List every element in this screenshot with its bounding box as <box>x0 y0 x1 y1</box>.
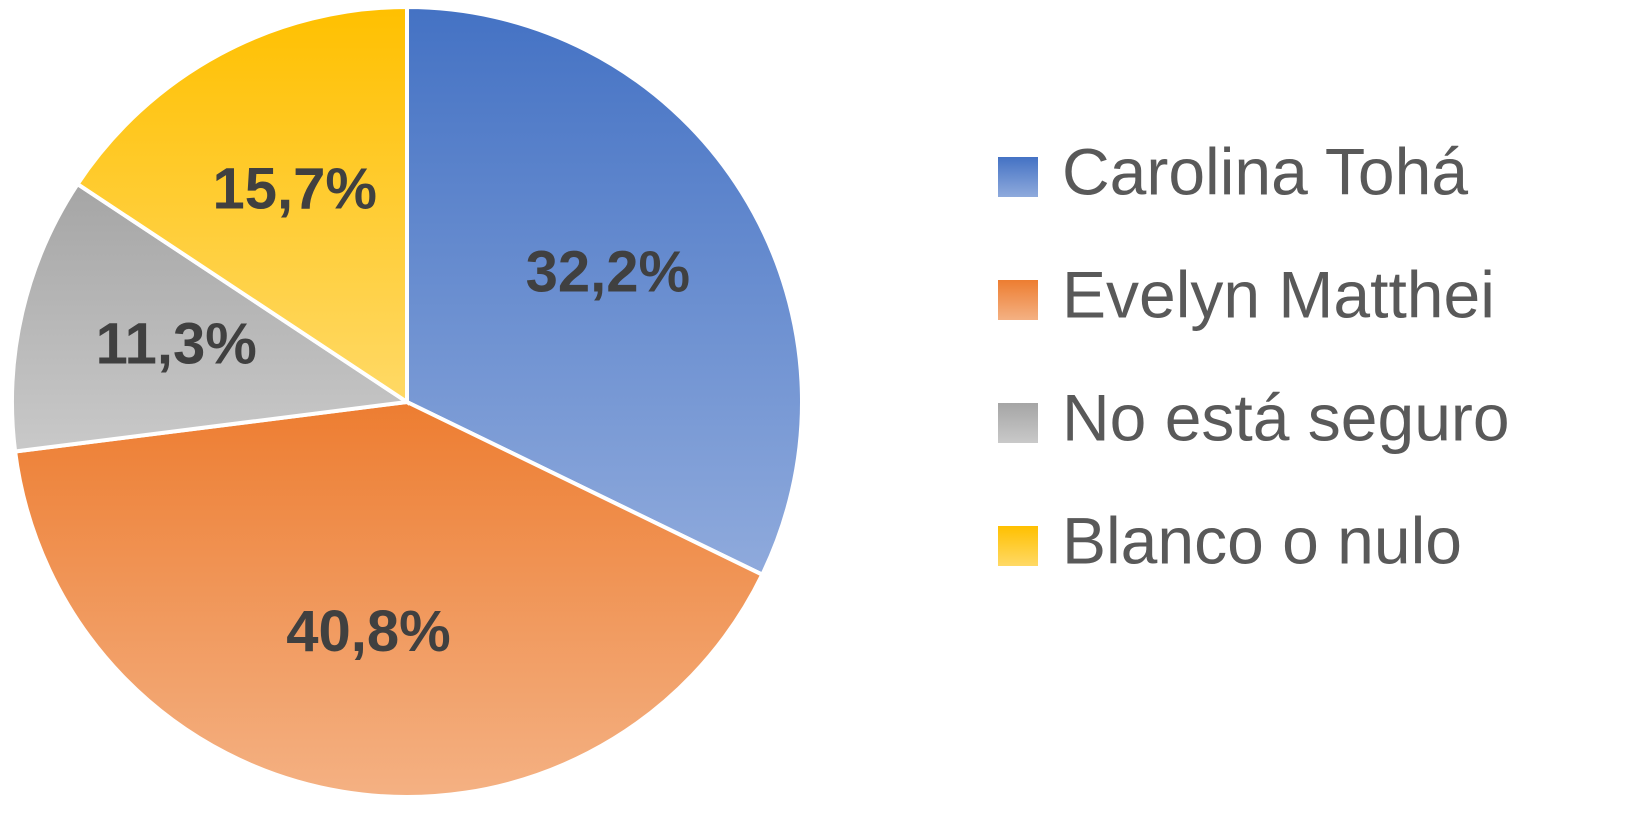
pie-slice <box>405 4 804 578</box>
pie-slice <box>12 399 765 799</box>
legend-swatch <box>998 403 1038 443</box>
pie-slice <box>74 4 409 406</box>
data-label: 40,8% <box>286 599 450 664</box>
legend-swatch <box>998 280 1038 320</box>
data-label: 32,2% <box>526 240 690 305</box>
legend-swatch <box>998 526 1038 566</box>
data-label: 15,7% <box>213 157 377 222</box>
legend-label: Blanco o nulo <box>1062 503 1462 577</box>
pie-slice <box>10 181 413 454</box>
data-label: 11,3% <box>96 311 257 376</box>
legend-swatch <box>998 157 1038 197</box>
legend-label: Evelyn Matthei <box>1062 257 1495 331</box>
legend-label: Carolina Tohá <box>1062 134 1468 208</box>
legend-label: No está seguro <box>1062 380 1510 454</box>
